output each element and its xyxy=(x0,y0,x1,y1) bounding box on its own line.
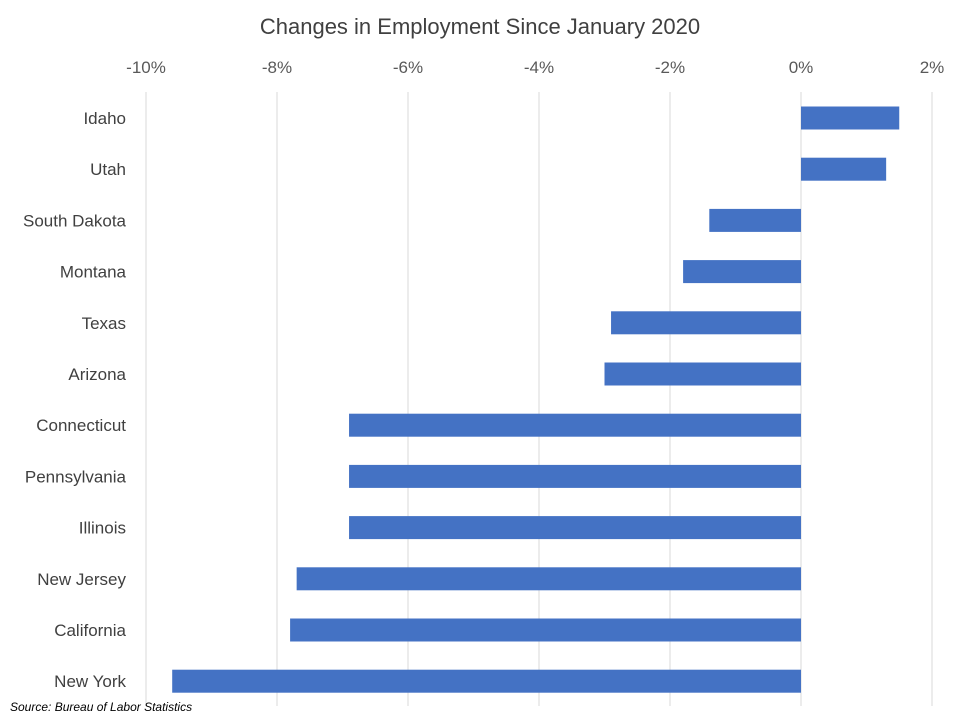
category-label: Arizona xyxy=(68,365,126,384)
category-label: New Jersey xyxy=(37,570,126,589)
category-label: Idaho xyxy=(83,109,126,128)
category-label: Montana xyxy=(60,263,127,282)
category-label: Connecticut xyxy=(36,416,126,435)
x-tick-label: 0% xyxy=(789,58,814,77)
bar xyxy=(604,362,801,386)
category-label: Texas xyxy=(82,314,126,333)
x-axis-ticks: -10% -8% -6% -4% -2% 0% 2% xyxy=(126,58,944,77)
category-label: Utah xyxy=(90,160,126,179)
bar xyxy=(349,516,801,540)
bar xyxy=(172,669,801,693)
x-tick-label: -2% xyxy=(655,58,685,77)
bars xyxy=(172,106,900,693)
bar xyxy=(683,260,801,284)
bar xyxy=(709,208,801,232)
bar xyxy=(290,618,801,642)
gridlines xyxy=(145,92,933,706)
category-label: South Dakota xyxy=(23,211,127,230)
bar xyxy=(349,464,801,488)
category-label: Illinois xyxy=(79,519,126,538)
bar xyxy=(296,567,801,591)
x-tick-label: -6% xyxy=(393,58,423,77)
x-tick-label: -8% xyxy=(262,58,292,77)
bar xyxy=(801,106,900,130)
chart-title: Changes in Employment Since January 2020 xyxy=(260,14,700,39)
category-label: New York xyxy=(54,672,126,691)
bar xyxy=(611,311,801,335)
x-tick-label: -4% xyxy=(524,58,554,77)
bar xyxy=(349,413,801,437)
category-labels: Idaho Utah South Dakota Montana Texas Arizona… xyxy=(23,109,127,691)
category-label: California xyxy=(54,621,126,640)
category-label: Pennsylvania xyxy=(25,467,127,486)
bar xyxy=(801,157,887,181)
source-note: Source: Bureau of Labor Statistics xyxy=(10,700,192,714)
x-tick-label: -10% xyxy=(126,58,166,77)
x-tick-label: 2% xyxy=(920,58,945,77)
